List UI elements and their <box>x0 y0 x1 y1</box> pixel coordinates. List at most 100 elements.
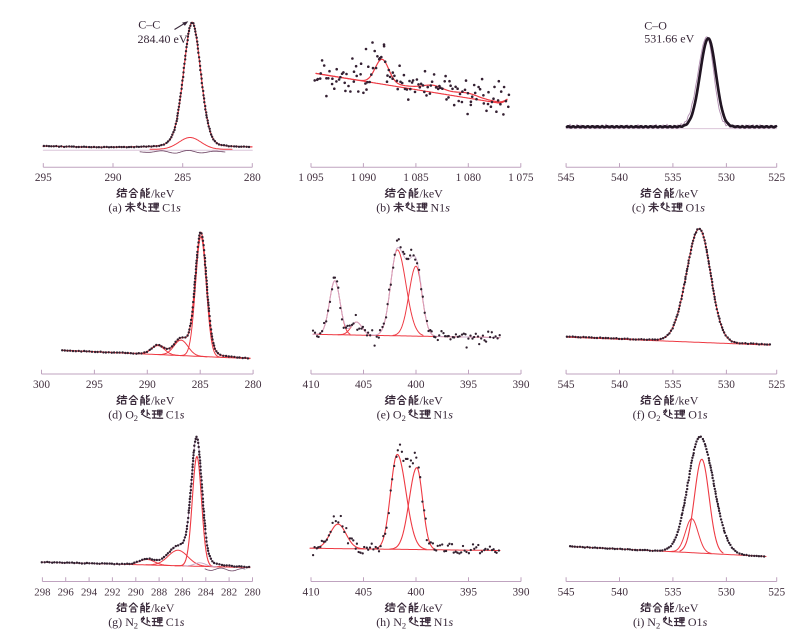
svg-text:C1: C1 <box>166 407 180 421</box>
svg-text:280: 280 <box>244 587 260 599</box>
svg-text:N: N <box>647 615 656 629</box>
svg-text:525: 525 <box>768 587 785 599</box>
svg-text:(d): (d) <box>108 407 122 421</box>
svg-text:530: 530 <box>718 379 735 391</box>
svg-text:s: s <box>700 200 705 214</box>
svg-text:405: 405 <box>355 587 372 599</box>
svg-text:280: 280 <box>244 172 261 184</box>
svg-text:(a): (a) <box>108 200 121 214</box>
svg-text:300: 300 <box>33 379 50 391</box>
svg-text:1 085: 1 085 <box>403 172 429 184</box>
svg-text:288: 288 <box>151 587 167 599</box>
svg-text:C1: C1 <box>162 200 176 214</box>
svg-text:1 080: 1 080 <box>456 172 482 184</box>
svg-text:540: 540 <box>611 587 628 599</box>
svg-text:/keV: /keV <box>420 394 444 408</box>
svg-text:390: 390 <box>513 587 530 599</box>
svg-text:2: 2 <box>402 621 406 631</box>
svg-text:/keV: /keV <box>420 187 444 201</box>
svg-text:294: 294 <box>81 587 98 599</box>
svg-text:390: 390 <box>513 379 530 391</box>
svg-text:s: s <box>703 407 708 421</box>
svg-text:280: 280 <box>245 379 262 391</box>
svg-text:535: 535 <box>664 587 681 599</box>
svg-text:/keV: /keV <box>675 394 699 408</box>
svg-text:s: s <box>180 407 185 421</box>
svg-text:545: 545 <box>558 587 575 599</box>
svg-text:O1: O1 <box>688 407 703 421</box>
svg-text:(i): (i) <box>633 615 644 629</box>
svg-text:290: 290 <box>105 172 122 184</box>
svg-text:400: 400 <box>408 379 425 391</box>
svg-text:400: 400 <box>408 587 425 599</box>
svg-text:525: 525 <box>768 379 785 391</box>
svg-text:N: N <box>393 615 402 629</box>
svg-text:531.66 eV: 531.66 eV <box>644 32 694 46</box>
svg-text:N: N <box>125 615 134 629</box>
svg-text:290: 290 <box>128 587 144 599</box>
svg-text:284.40 eV: 284.40 eV <box>138 32 188 46</box>
svg-text:2: 2 <box>134 621 138 631</box>
svg-text:1 095: 1 095 <box>298 172 324 184</box>
svg-text:535: 535 <box>664 379 681 391</box>
svg-text:290: 290 <box>139 379 156 391</box>
svg-text:284: 284 <box>198 587 215 599</box>
svg-text:s: s <box>449 615 454 629</box>
svg-text:(b): (b) <box>376 200 390 214</box>
svg-text:/keV: /keV <box>151 601 175 615</box>
svg-text:O: O <box>648 407 657 421</box>
svg-text:s: s <box>448 407 453 421</box>
svg-text:O1: O1 <box>686 200 701 214</box>
svg-text:545: 545 <box>558 172 575 184</box>
svg-text:/keV: /keV <box>675 601 699 615</box>
svg-text:298: 298 <box>34 587 50 599</box>
svg-text:O: O <box>393 407 402 421</box>
svg-text:2: 2 <box>656 413 660 423</box>
svg-text:295: 295 <box>86 379 103 391</box>
svg-text:(g): (g) <box>108 615 122 629</box>
svg-text:(h): (h) <box>376 615 390 629</box>
svg-text:N1: N1 <box>434 407 449 421</box>
svg-text:1 075: 1 075 <box>508 172 534 184</box>
svg-text:395: 395 <box>460 379 477 391</box>
svg-text:C–O: C–O <box>644 18 667 32</box>
svg-text:296: 296 <box>58 587 75 599</box>
svg-text:2: 2 <box>134 413 138 423</box>
svg-text:C1: C1 <box>166 615 180 629</box>
svg-text:2: 2 <box>402 413 406 423</box>
svg-text:s: s <box>445 200 450 214</box>
svg-text:(e): (e) <box>377 407 390 421</box>
svg-text:535: 535 <box>664 172 681 184</box>
svg-text:285: 285 <box>192 379 209 391</box>
svg-text:O1: O1 <box>688 615 703 629</box>
svg-text:530: 530 <box>718 172 735 184</box>
svg-text:2: 2 <box>656 621 660 631</box>
svg-text:540: 540 <box>611 172 628 184</box>
svg-text:O: O <box>125 407 134 421</box>
svg-text:N1: N1 <box>434 615 449 629</box>
svg-text:395: 395 <box>460 587 477 599</box>
svg-text:s: s <box>703 615 708 629</box>
svg-text:292: 292 <box>104 587 120 599</box>
svg-text:/keV: /keV <box>675 187 699 201</box>
svg-text:/keV: /keV <box>151 394 175 408</box>
svg-text:530: 530 <box>718 587 735 599</box>
svg-text:(f): (f) <box>633 407 645 421</box>
svg-text:/keV: /keV <box>151 187 175 201</box>
svg-text:540: 540 <box>611 379 628 391</box>
svg-text:s: s <box>176 200 181 214</box>
svg-text:s: s <box>180 615 185 629</box>
svg-text:286: 286 <box>174 587 191 599</box>
svg-text:285: 285 <box>174 172 191 184</box>
svg-text:410: 410 <box>303 379 320 391</box>
svg-text:295: 295 <box>35 172 52 184</box>
svg-text:C–C: C–C <box>138 18 160 32</box>
svg-text:N1: N1 <box>431 200 446 214</box>
svg-text:545: 545 <box>558 379 575 391</box>
svg-text:282: 282 <box>221 587 237 599</box>
svg-text:405: 405 <box>355 379 372 391</box>
svg-text:(c): (c) <box>632 200 645 214</box>
svg-text:525: 525 <box>768 172 785 184</box>
svg-text:1 090: 1 090 <box>351 172 377 184</box>
svg-text:410: 410 <box>303 587 320 599</box>
